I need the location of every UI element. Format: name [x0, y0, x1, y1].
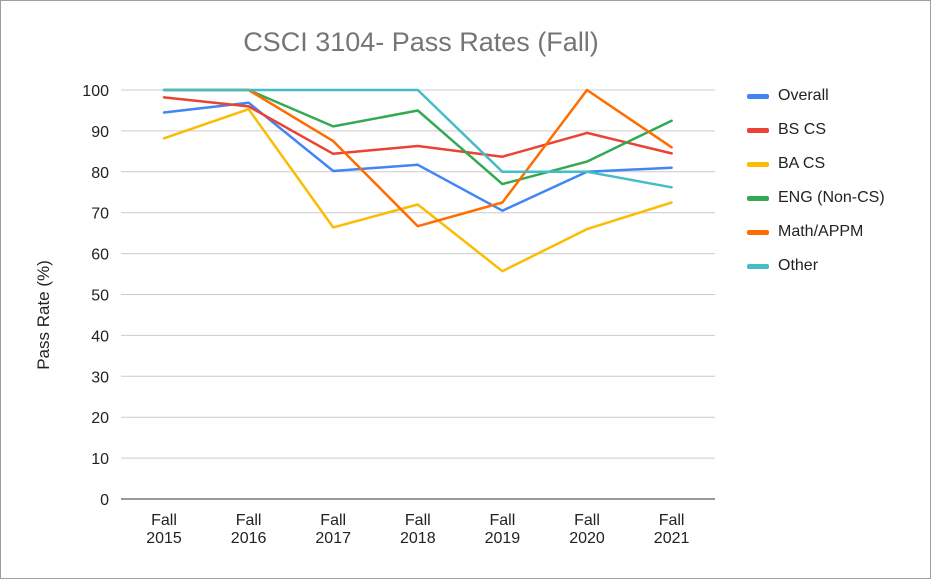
legend-swatch [747, 263, 769, 269]
legend-item: BA CS [747, 147, 885, 181]
y-tick-label: 0 [100, 492, 109, 509]
legend-swatch [747, 93, 769, 99]
legend-item: Math/APPM [747, 215, 885, 249]
y-tick-label: 30 [91, 369, 109, 386]
legend-label: Other [778, 257, 819, 274]
y-tick-label: 40 [91, 328, 109, 345]
x-tick-label: Fall [236, 512, 262, 529]
y-tick-label: 50 [91, 288, 109, 305]
y-tick-label: 100 [82, 83, 109, 100]
legend-item: ENG (Non-CS) [747, 181, 885, 215]
y-tick-label: 90 [91, 124, 109, 141]
y-tick-label: 70 [91, 206, 109, 223]
y-tick-label: 10 [91, 451, 109, 468]
x-tick-label: 2019 [485, 530, 521, 547]
y-tick-label: 20 [91, 410, 109, 427]
legend-label: ENG (Non-CS) [778, 189, 885, 206]
x-tick-label: 2015 [146, 530, 182, 547]
legend-item: Other [747, 249, 885, 283]
legend-swatch [747, 229, 769, 235]
legend-label: Overall [778, 87, 829, 104]
series-line-ba-cs [162, 107, 673, 273]
y-tick-label: 80 [91, 165, 109, 182]
legend-item: BS CS [747, 113, 885, 147]
legend-swatch [747, 161, 769, 167]
x-tick-label: Fall [490, 512, 516, 529]
legend-item: Overall [747, 79, 885, 113]
y-tick-label: 60 [91, 247, 109, 264]
legend-label: Math/APPM [778, 223, 864, 240]
legend-label: BS CS [778, 121, 827, 138]
series-line-other [162, 88, 673, 189]
x-tick-label: Fall [405, 512, 431, 529]
series-line-bs-cs [162, 96, 673, 158]
legend: Overall BS CS BA CS ENG (Non-CS) Math/APPM Ot… [747, 79, 885, 283]
x-tick-label: 2018 [400, 530, 436, 547]
legend-label: BA CS [778, 155, 826, 172]
chart-title: CSCI 3104- Pass Rates (Fall) [243, 27, 599, 57]
x-tick-label: Fall [151, 512, 177, 529]
legend-swatch [747, 127, 769, 133]
x-tick-label: Fall [574, 512, 600, 529]
x-tick-label: 2017 [315, 530, 351, 547]
x-tick-label: 2016 [231, 530, 267, 547]
x-tick-label: Fall [320, 512, 346, 529]
x-tick-label: Fall [659, 512, 685, 529]
x-tick-label: 2020 [569, 530, 605, 547]
x-tick-label: 2021 [654, 530, 690, 547]
legend-swatch [747, 195, 769, 201]
